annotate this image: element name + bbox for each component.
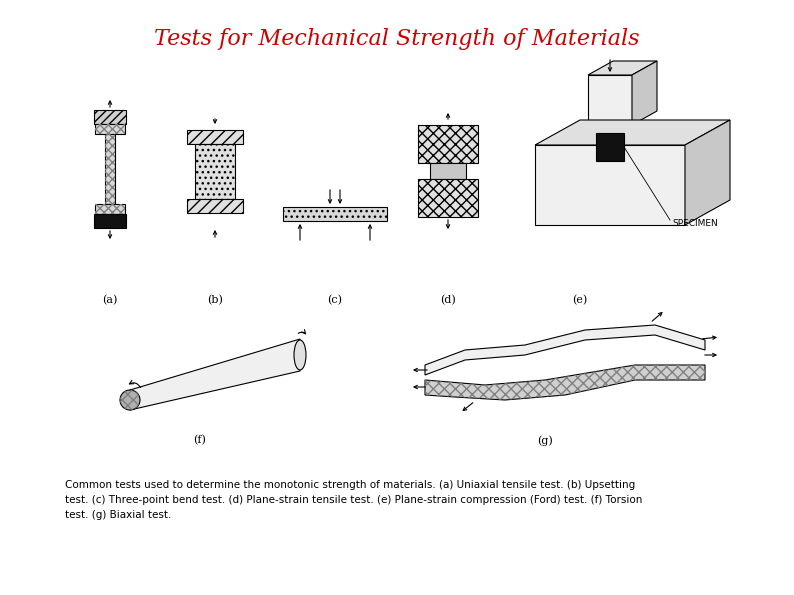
Polygon shape bbox=[632, 61, 657, 125]
Polygon shape bbox=[535, 145, 685, 225]
Ellipse shape bbox=[120, 390, 140, 410]
Bar bbox=[94, 110, 126, 124]
Bar bbox=[187, 199, 243, 213]
Polygon shape bbox=[130, 339, 300, 410]
Ellipse shape bbox=[294, 340, 306, 370]
Bar bbox=[95, 124, 125, 134]
Text: (g): (g) bbox=[537, 435, 553, 446]
Bar bbox=[283, 207, 387, 221]
Text: (a): (a) bbox=[102, 295, 118, 305]
Bar bbox=[95, 204, 125, 214]
Polygon shape bbox=[535, 120, 730, 145]
Bar bbox=[187, 130, 243, 144]
Bar bbox=[430, 163, 466, 179]
Polygon shape bbox=[425, 325, 705, 375]
Text: (d): (d) bbox=[440, 295, 456, 305]
Bar bbox=[195, 144, 235, 199]
Bar bbox=[418, 179, 478, 217]
Bar bbox=[95, 204, 125, 214]
Text: Common tests used to determine the monotonic strength of materials. (a) Uniaxial: Common tests used to determine the monot… bbox=[65, 480, 642, 519]
Text: SPECIMEN: SPECIMEN bbox=[672, 218, 718, 227]
Bar bbox=[105, 134, 115, 204]
Bar bbox=[187, 199, 243, 213]
Bar bbox=[283, 207, 387, 221]
Bar bbox=[187, 130, 243, 144]
Bar bbox=[418, 125, 478, 163]
Bar bbox=[95, 124, 125, 134]
Bar bbox=[94, 214, 126, 228]
Bar bbox=[195, 144, 235, 199]
Bar bbox=[105, 134, 115, 204]
Bar bbox=[418, 125, 478, 163]
Text: (c): (c) bbox=[327, 295, 342, 305]
Polygon shape bbox=[588, 75, 632, 125]
Polygon shape bbox=[425, 365, 705, 400]
Bar bbox=[418, 179, 478, 217]
Text: (b): (b) bbox=[207, 295, 223, 305]
Polygon shape bbox=[685, 120, 730, 225]
Polygon shape bbox=[588, 61, 657, 75]
Text: Tests for Mechanical Strength of Materials: Tests for Mechanical Strength of Materia… bbox=[154, 28, 640, 50]
Bar bbox=[94, 110, 126, 124]
Bar bbox=[596, 133, 624, 161]
Text: (e): (e) bbox=[572, 295, 588, 305]
Text: (f): (f) bbox=[194, 435, 206, 445]
